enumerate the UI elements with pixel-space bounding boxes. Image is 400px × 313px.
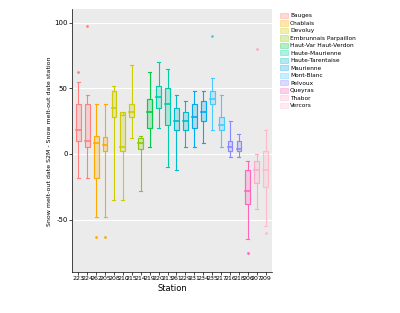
Bar bbox=[102, 137, 108, 151]
Bar bbox=[183, 112, 188, 130]
Bar bbox=[129, 104, 134, 117]
Bar bbox=[174, 108, 179, 130]
Bar bbox=[156, 86, 161, 108]
Bar bbox=[120, 112, 125, 151]
Bar bbox=[138, 138, 143, 149]
Legend: Bauges, Chablais, Devoluy, Embrunnais Parpaillon, Haut-Var Haut-Verdon, Haute-Ma: Bauges, Chablais, Devoluy, Embrunnais Pa… bbox=[279, 12, 356, 109]
Bar bbox=[94, 136, 98, 178]
Bar bbox=[210, 91, 215, 104]
Bar bbox=[165, 88, 170, 125]
X-axis label: Station: Station bbox=[157, 284, 187, 293]
Bar bbox=[246, 170, 250, 204]
Y-axis label: Snow melt-out date S2M - Snow melt-out date station: Snow melt-out date S2M - Snow melt-out d… bbox=[46, 56, 52, 226]
Bar bbox=[112, 91, 116, 117]
Bar bbox=[183, 112, 188, 130]
Bar bbox=[147, 99, 152, 128]
Bar bbox=[254, 161, 259, 183]
Bar bbox=[246, 170, 250, 204]
Bar bbox=[94, 136, 98, 178]
Bar bbox=[102, 137, 108, 151]
Bar bbox=[228, 141, 232, 151]
Bar bbox=[156, 86, 161, 108]
Bar bbox=[76, 104, 81, 141]
Bar bbox=[120, 112, 125, 151]
Bar bbox=[219, 117, 224, 130]
Bar bbox=[263, 151, 268, 187]
Bar bbox=[129, 104, 134, 117]
Bar bbox=[138, 138, 143, 149]
Bar bbox=[228, 141, 232, 151]
Bar bbox=[165, 88, 170, 125]
Bar bbox=[236, 141, 242, 151]
Bar bbox=[147, 99, 152, 128]
Bar bbox=[201, 101, 206, 121]
Bar bbox=[76, 104, 81, 141]
Bar bbox=[236, 141, 242, 151]
Bar bbox=[85, 104, 90, 147]
Bar bbox=[85, 104, 90, 147]
Bar bbox=[201, 101, 206, 121]
Bar bbox=[192, 104, 197, 128]
Bar bbox=[219, 117, 224, 130]
Bar bbox=[112, 91, 116, 117]
Bar bbox=[254, 161, 259, 183]
Bar bbox=[192, 104, 197, 128]
Bar bbox=[263, 151, 268, 187]
Bar bbox=[174, 108, 179, 130]
Bar bbox=[210, 91, 215, 104]
